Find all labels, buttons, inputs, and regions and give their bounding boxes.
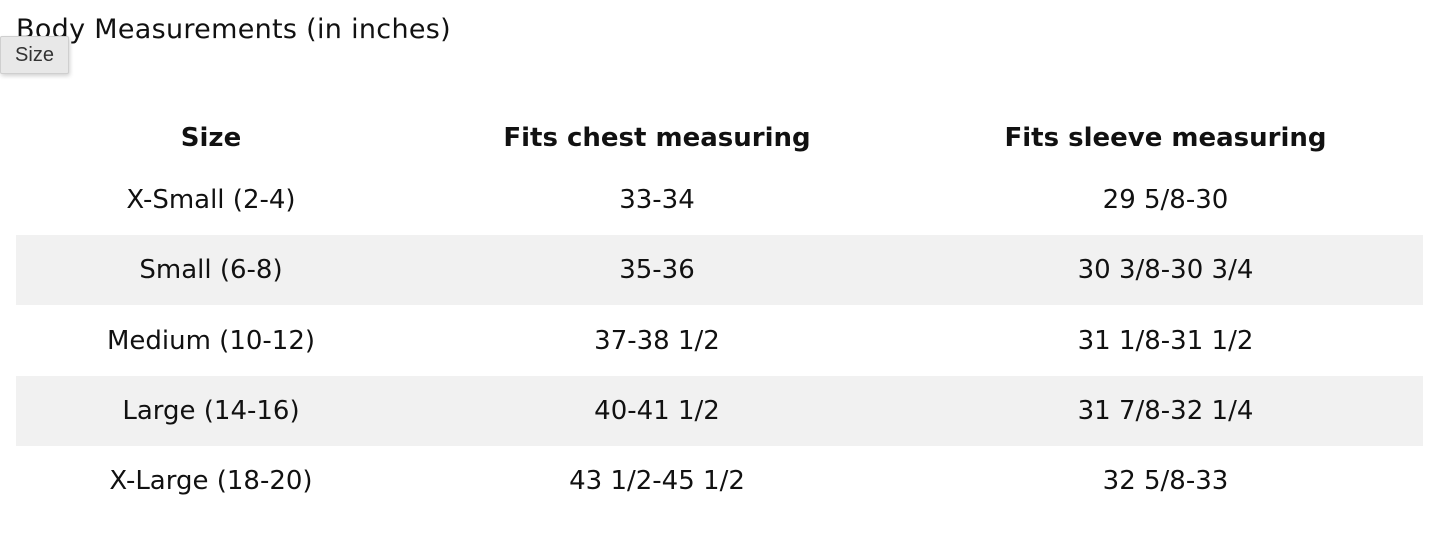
table-cell: X-Large (18-20) — [109, 466, 313, 497]
table-cell: 29 5/8-30 — [1102, 185, 1229, 215]
table-row: Small (6-8) 35-36 30 3/8-30 3/4 — [16, 235, 1423, 306]
table-row: X-Small (2-4) 33-34 29 5/8-30 — [16, 165, 1423, 235]
table-cell: 32 5/8-33 — [1102, 466, 1229, 497]
page-title: Body Measurements (in inches) — [16, 14, 451, 45]
header-row: Size Fits chest measuring Fits sleeve meas… — [16, 96, 1423, 165]
table-row: Medium (10-12) 37-38 1/2 31 1/8-31 1/2 — [16, 305, 1423, 375]
table-row: Large (14-16) 40-41 1/2 31 7/8-32 1/4 — [16, 375, 1423, 447]
table-head: Size Fits chest measuring Fits sleeve meas… — [16, 96, 1423, 165]
column-header: Fits sleeve measuring — [1004, 122, 1327, 153]
table-body: X-Small (2-4) 33-34 29 5/8-30 Small (6-8) 35… — [16, 165, 1423, 517]
tooltip: Size — [0, 36, 69, 74]
table-cell: 30 3/8-30 3/4 — [908, 235, 1423, 306]
column-header: Size — [180, 122, 242, 153]
table-row: X-Large (18-20) 43 1/2-45 1/2 32 5/8-33 — [16, 446, 1423, 516]
table-cell: 37-38 1/2 — [594, 325, 720, 356]
column-header: Fits chest measuring — [503, 122, 811, 153]
size-table: Size Fits chest measuring Fits sleeve meas… — [16, 96, 1423, 517]
table-cell: 35-36 — [406, 235, 908, 306]
table-cell: Large (14-16) — [16, 375, 406, 447]
table-cell: Small (6-8) — [16, 235, 406, 306]
table-cell: 31 1/8-31 1/2 — [1077, 325, 1254, 356]
table-cell: 33-34 — [619, 185, 695, 215]
table-cell: 31 7/8-32 1/4 — [908, 375, 1423, 447]
table-cell: 40-41 1/2 — [406, 375, 908, 447]
table-cell: 43 1/2-45 1/2 — [569, 466, 745, 497]
table-cell: X-Small (2-4) — [126, 185, 296, 215]
table-cell: Medium (10-12) — [106, 325, 316, 356]
